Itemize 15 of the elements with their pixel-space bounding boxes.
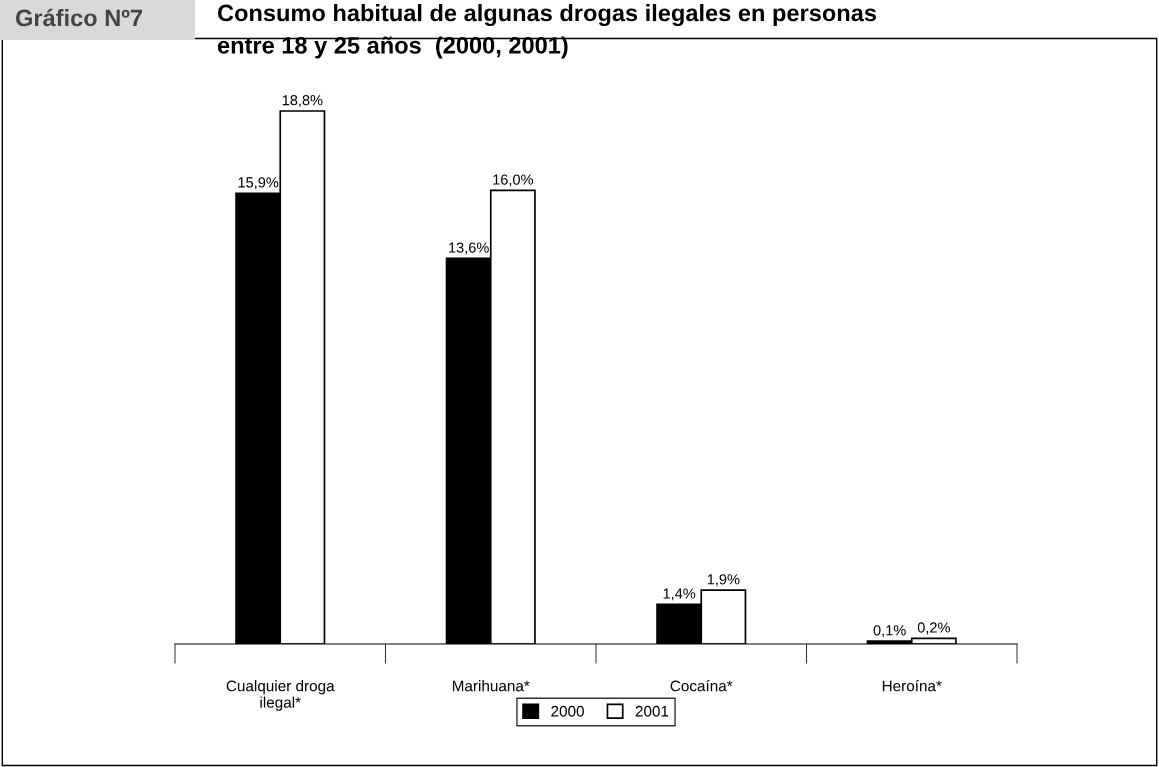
legend-label: 2001: [635, 705, 669, 717]
data-label: 13,6%: [449, 242, 489, 255]
data-label: 16,0%: [493, 174, 534, 187]
data-label: 0,2%: [917, 622, 950, 635]
data-label: 0,1%: [873, 625, 906, 638]
data-label: 1,9%: [707, 574, 740, 587]
data-label: 18,8%: [282, 95, 323, 108]
x-tick-label: Cualquier droga ilegal*: [226, 680, 335, 711]
x-tick-label: Heroína*: [882, 679, 942, 692]
x-tick-label: Cocaína*: [670, 679, 733, 692]
data-label: 1,4%: [663, 588, 696, 601]
text: Gráfico Nº7: [15, 8, 142, 27]
legend-label: 2000: [551, 705, 584, 717]
data-label: 15,9%: [238, 177, 279, 190]
x-tick-label: Marihuana*: [452, 680, 530, 692]
